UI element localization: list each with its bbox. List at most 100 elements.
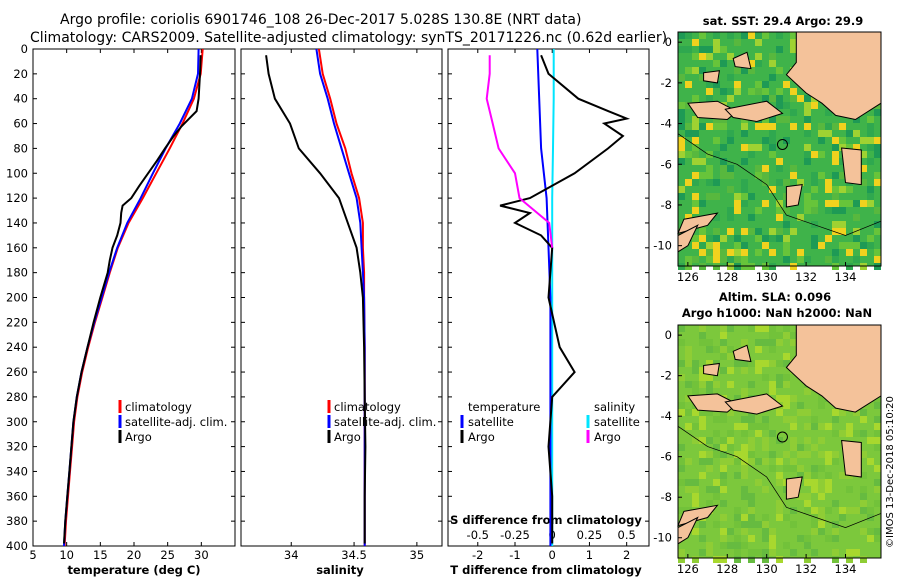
map-cell xyxy=(741,388,748,395)
map-cell xyxy=(804,437,811,444)
map-cell xyxy=(692,409,699,416)
map-cell xyxy=(727,353,734,360)
map-cell xyxy=(811,486,818,493)
map-cell xyxy=(769,60,776,67)
map-cell xyxy=(734,507,741,514)
map-cell xyxy=(741,521,748,528)
map-cell xyxy=(720,535,727,542)
map-cell xyxy=(818,423,825,430)
map-cell xyxy=(825,451,832,458)
map-cell xyxy=(825,472,832,479)
map-cell xyxy=(818,507,825,514)
map-cell xyxy=(755,207,762,214)
map-cell xyxy=(867,116,874,123)
map-cell xyxy=(755,81,762,88)
map-cell xyxy=(713,214,720,221)
map-cell xyxy=(727,74,734,81)
map-cell xyxy=(692,256,699,263)
map-cell xyxy=(692,39,699,46)
map-cell xyxy=(748,88,755,95)
map-cell xyxy=(692,479,699,486)
map-cell xyxy=(727,137,734,144)
map-cell xyxy=(748,507,755,514)
map-cell xyxy=(783,179,790,186)
map-cell xyxy=(769,465,776,472)
map-cell xyxy=(762,486,769,493)
map-cell xyxy=(783,137,790,144)
map-cell xyxy=(734,360,741,367)
map-cell xyxy=(741,493,748,500)
map-x-tick-label: 134 xyxy=(835,562,857,576)
map-cell xyxy=(832,528,839,535)
map-cell xyxy=(685,479,692,486)
difference-xlabel-top: S difference from climatology xyxy=(450,513,642,527)
map-cell xyxy=(797,472,804,479)
map-cell xyxy=(769,228,776,235)
map-cell xyxy=(783,81,790,88)
map-cell xyxy=(734,395,741,402)
map-cell xyxy=(762,514,769,521)
map-cell xyxy=(727,207,734,214)
map-cell xyxy=(762,458,769,465)
map-cell xyxy=(860,556,867,563)
map-cell xyxy=(727,409,734,416)
map-cell xyxy=(762,416,769,423)
map-y-tick-label: -6 xyxy=(661,450,672,464)
map-cell xyxy=(678,458,685,465)
land-shape xyxy=(724,393,784,415)
map-cell xyxy=(762,137,769,144)
map-cell xyxy=(832,500,839,507)
depth-tick-label: 120 xyxy=(6,191,28,205)
map-cell xyxy=(741,514,748,521)
map-cell xyxy=(692,388,699,395)
map-cell xyxy=(734,542,741,549)
map-cell xyxy=(811,200,818,207)
map-cell xyxy=(699,249,706,256)
depth-tick-label: 80 xyxy=(13,141,28,155)
map-cell xyxy=(720,172,727,179)
map-cell xyxy=(720,158,727,165)
map-cell xyxy=(713,193,720,200)
map-cell xyxy=(867,235,874,242)
temperature-legend: climatology satellite-adj. clim. Argo xyxy=(118,400,227,444)
map-cell xyxy=(727,95,734,102)
map-cell xyxy=(783,360,790,367)
map-cell xyxy=(860,486,867,493)
land-shape xyxy=(677,212,719,235)
map-cell xyxy=(832,556,839,563)
sla-map-title-line-2: Argo h1000: NaN h2000: NaN xyxy=(682,306,872,320)
map-cell xyxy=(762,325,769,332)
map-cell xyxy=(839,507,846,514)
map-cell xyxy=(692,158,699,165)
series-line xyxy=(551,49,555,546)
map-cell xyxy=(699,235,706,242)
map-cell xyxy=(713,137,720,144)
map-cell xyxy=(720,437,727,444)
map-cell xyxy=(706,360,713,367)
map-cell xyxy=(874,416,881,423)
depth-tick-label: 100 xyxy=(6,166,28,180)
map-cell xyxy=(678,116,685,123)
map-cell xyxy=(727,130,734,137)
map-cell xyxy=(846,423,853,430)
map-cell xyxy=(867,193,874,200)
map-y-tick-label: -8 xyxy=(661,198,672,212)
map-cell xyxy=(818,514,825,521)
map-cell xyxy=(769,535,776,542)
map-cell xyxy=(727,165,734,172)
map-cell xyxy=(741,472,748,479)
map-cell xyxy=(762,95,769,102)
map-cell xyxy=(769,137,776,144)
map-cell xyxy=(706,486,713,493)
map-cell xyxy=(783,235,790,242)
map-cell xyxy=(776,88,783,95)
legend-label-climatology: climatology xyxy=(125,400,192,414)
map-cell xyxy=(790,165,797,172)
map-cell xyxy=(860,416,867,423)
map-cell xyxy=(853,228,860,235)
map-cell xyxy=(748,493,755,500)
map-cell xyxy=(741,416,748,423)
map-cell xyxy=(804,116,811,123)
map-cell xyxy=(720,339,727,346)
map-cell xyxy=(748,151,755,158)
